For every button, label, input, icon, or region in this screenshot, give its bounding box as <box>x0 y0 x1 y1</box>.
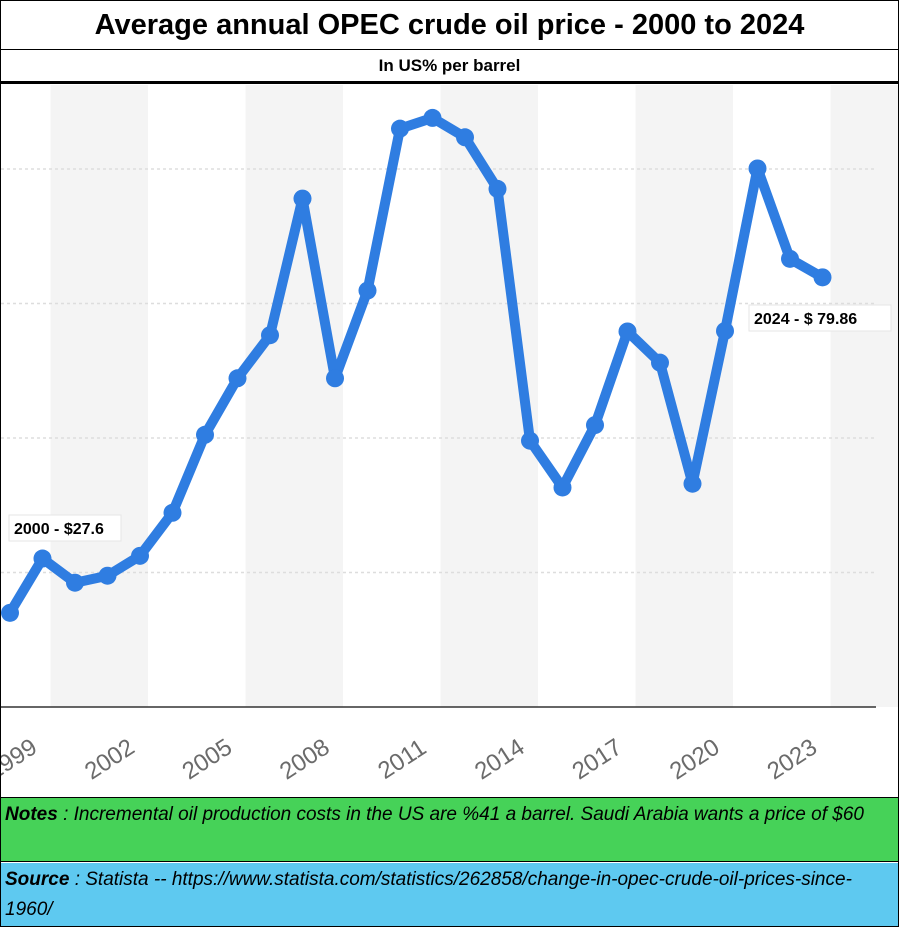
annotation-label: 2000 - $27.6 <box>14 521 104 538</box>
page-title: Average annual OPEC crude oil price - 20… <box>1 1 898 50</box>
data-point <box>358 281 377 300</box>
data-point <box>293 189 312 208</box>
data-point <box>423 108 442 127</box>
background-bands <box>50 85 898 707</box>
data-point <box>683 474 702 493</box>
x-tick-label: 2005 <box>178 734 237 786</box>
data-point <box>748 159 767 178</box>
annotation-callout: 2000 - $27.6 <box>8 514 122 542</box>
data-point <box>131 546 149 565</box>
annotations: 2000 - $27.6 2024 - $ 79.86 <box>8 304 892 542</box>
data-point <box>163 503 182 522</box>
data-point <box>66 573 84 592</box>
x-tick-labels: 1999 2002 2005 2008 2011 2014 2017 2020 2023 <box>1 734 822 786</box>
annotation-box <box>8 514 122 542</box>
data-point <box>716 321 734 340</box>
background-band <box>830 85 898 707</box>
source-label: Source <box>5 869 70 890</box>
x-tick-label: 2008 <box>275 734 334 786</box>
line-chart: 1999 2002 2005 2008 2011 2014 2017 2020 2023 200… <box>1 85 898 786</box>
notes-text: : Incremental oil production costs in th… <box>57 804 864 825</box>
x-tick-label: 2017 <box>568 734 627 786</box>
background-band <box>50 85 148 707</box>
x-tick-label: 2023 <box>763 734 822 786</box>
x-tick-label: 2011 <box>373 734 431 785</box>
data-point <box>261 326 279 345</box>
data-point <box>98 566 117 585</box>
data-point <box>326 369 344 388</box>
data-point <box>196 425 214 444</box>
background-band <box>635 85 733 707</box>
x-tick-label: 2020 <box>665 734 724 786</box>
x-tick-label: 1999 <box>1 734 42 786</box>
annotation-callout: 2024 - $ 79.86 <box>748 304 892 332</box>
data-point <box>651 353 669 372</box>
data-point <box>228 369 247 388</box>
notes-label: Notes <box>5 804 58 825</box>
x-tick-label: 2002 <box>80 734 139 786</box>
data-point <box>618 322 637 341</box>
data-point <box>781 249 799 268</box>
data-point <box>521 431 539 450</box>
background-band <box>245 85 343 707</box>
notes-panel: Notes : Incremental oil production costs… <box>1 797 898 862</box>
source-text: : Statista -- https://www.statista.com/s… <box>5 869 852 920</box>
data-points <box>1 108 832 622</box>
data-point <box>456 128 474 147</box>
source-panel: Source : Statista -- https://www.statist… <box>1 863 898 926</box>
data-point <box>1 603 19 622</box>
data-point <box>33 549 52 568</box>
data-point <box>553 478 572 497</box>
annotation-label: 2024 - $ 79.86 <box>754 311 857 328</box>
x-tick-label: 2014 <box>470 734 529 786</box>
data-point <box>586 416 604 435</box>
chart-subtitle: In US% per barrel <box>1 50 898 84</box>
data-point <box>813 268 832 287</box>
annotation-box <box>748 304 892 332</box>
gridlines <box>1 168 876 574</box>
data-point <box>488 179 507 198</box>
data-point <box>391 119 409 138</box>
